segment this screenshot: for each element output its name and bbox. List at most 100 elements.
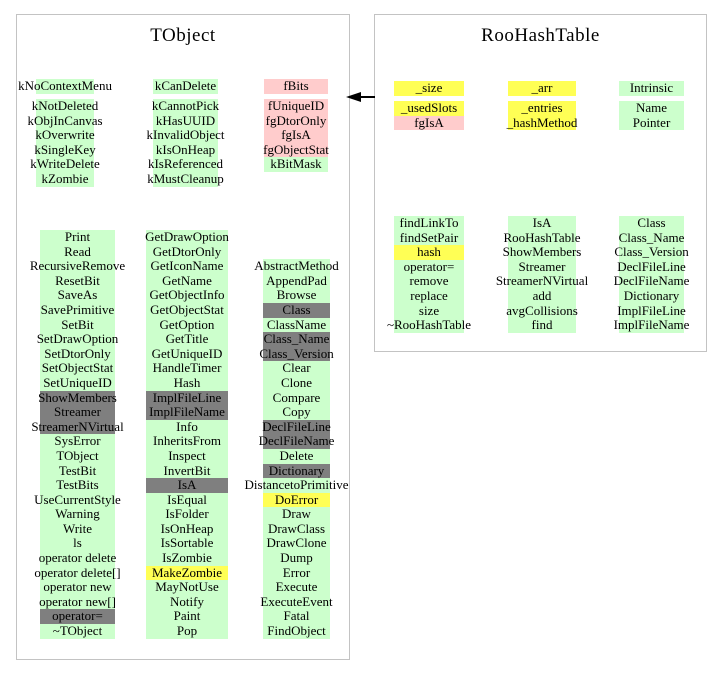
member-cell[interactable]: StreamerNVirtual	[496, 274, 588, 289]
member-cell[interactable]: kCanDelete	[153, 78, 218, 94]
member-cell[interactable]: ImplFileName	[146, 405, 228, 420]
member-cell[interactable]: kIsOnHeap	[153, 142, 218, 158]
member-cell[interactable]: operator delete	[39, 550, 116, 566]
member-cell[interactable]: kNotDeleted	[32, 98, 98, 114]
member-cell[interactable]: DeclFileName	[614, 274, 689, 289]
member-cell[interactable]: kWriteDelete	[30, 157, 100, 173]
member-cell[interactable]: kOverwrite	[35, 128, 95, 143]
member-cell[interactable]: _arr	[508, 80, 576, 96]
member-cell[interactable]: Class_Name	[619, 230, 684, 246]
member-cell[interactable]: add	[508, 288, 576, 304]
member-cell[interactable]: Print	[40, 229, 115, 245]
member-cell[interactable]: kSingleKey	[34, 142, 96, 158]
member-cell[interactable]: Draw	[263, 507, 330, 522]
member-cell[interactable]: SysError	[40, 434, 115, 449]
member-cell[interactable]: _usedSlots	[394, 100, 464, 116]
member-cell[interactable]: GetName	[146, 273, 228, 289]
member-cell[interactable]: ImplFileName	[614, 318, 689, 333]
member-cell[interactable]: SavePrimitive	[40, 302, 115, 318]
member-cell[interactable]: Notify	[146, 594, 228, 610]
member-cell[interactable]: operator new[]	[39, 594, 116, 610]
member-cell[interactable]: SetBit	[40, 317, 115, 333]
member-cell[interactable]: Error	[263, 565, 330, 581]
member-cell[interactable]: ShowMembers	[503, 245, 581, 260]
member-cell[interactable]: Inspect	[146, 448, 228, 464]
member-cell[interactable]: Streamer	[40, 405, 115, 420]
member-cell[interactable]: SetDtorOnly	[40, 346, 115, 362]
member-cell[interactable]: SaveAs	[40, 288, 115, 303]
member-cell[interactable]: TestBit	[40, 463, 115, 479]
member-cell[interactable]: IsA	[146, 477, 228, 493]
member-cell[interactable]: kInvalidObject	[147, 128, 225, 143]
member-cell[interactable]: Browse	[263, 288, 330, 303]
member-cell[interactable]: SetUniqueID	[40, 375, 115, 391]
member-cell[interactable]: Pointer	[619, 115, 684, 131]
member-cell[interactable]: Write	[40, 521, 115, 537]
member-cell[interactable]: SetObjectStat	[40, 361, 115, 376]
member-cell[interactable]: Intrinsic	[619, 80, 684, 96]
member-cell[interactable]: IsEqual	[146, 492, 228, 508]
member-cell[interactable]: UseCurrentStyle	[34, 492, 121, 508]
member-cell[interactable]: ResetBit	[40, 273, 115, 289]
member-cell[interactable]: _size	[394, 80, 464, 96]
member-cell[interactable]: Dictionary	[619, 288, 684, 304]
member-cell[interactable]: kCannotPick	[152, 98, 219, 114]
member-cell[interactable]: IsFolder	[146, 507, 228, 522]
member-cell[interactable]: ClassName	[263, 317, 330, 333]
member-cell[interactable]: Delete	[263, 448, 330, 464]
member-cell[interactable]: findSetPair	[394, 230, 464, 246]
member-cell[interactable]: operator=	[394, 259, 464, 275]
member-cell[interactable]: TestBits	[40, 477, 115, 493]
member-cell[interactable]: Fatal	[263, 609, 330, 625]
member-cell[interactable]: DeclFileLine	[262, 419, 331, 435]
member-cell[interactable]: kNoContextMenu	[18, 78, 112, 94]
member-cell[interactable]: Class_Version	[259, 346, 334, 362]
member-cell[interactable]: IsSortable	[146, 536, 228, 552]
member-cell[interactable]: DrawClone	[263, 536, 330, 552]
member-cell[interactable]: _hashMethod	[507, 115, 577, 131]
member-cell[interactable]: InvertBit	[146, 463, 228, 479]
member-cell[interactable]: GetDrawOption	[145, 229, 229, 245]
member-cell[interactable]: MakeZombie	[146, 565, 228, 581]
member-cell[interactable]: ImplFileLine	[146, 390, 228, 406]
member-cell[interactable]: Clear	[263, 361, 330, 376]
member-cell[interactable]: kZombie	[36, 171, 94, 187]
member-cell[interactable]: RecursiveRemove	[30, 259, 125, 274]
member-cell[interactable]: Name	[619, 100, 684, 116]
member-cell[interactable]: _entries	[508, 100, 576, 116]
class-title-roohashtable[interactable]: RooHashTable	[481, 25, 600, 46]
member-cell[interactable]: AbstractMethod	[254, 259, 339, 274]
member-cell[interactable]: fUniqueID	[264, 98, 328, 114]
class-title-tobject[interactable]: TObject	[150, 25, 216, 46]
member-cell[interactable]: GetTitle	[146, 332, 228, 347]
member-cell[interactable]: FindObject	[263, 623, 330, 639]
member-cell[interactable]: Paint	[146, 609, 228, 625]
member-cell[interactable]: IsZombie	[146, 550, 228, 566]
member-cell[interactable]: Class	[263, 302, 330, 318]
member-cell[interactable]: SetDrawOption	[37, 332, 118, 347]
member-cell[interactable]: Hash	[146, 375, 228, 391]
member-cell[interactable]: operator=	[40, 609, 115, 625]
member-cell[interactable]: IsA	[508, 215, 576, 231]
member-cell[interactable]: InheritsFrom	[146, 434, 228, 449]
member-cell[interactable]: ExecuteEvent	[260, 594, 333, 610]
member-cell[interactable]: Dictionary	[263, 463, 330, 479]
member-cell[interactable]: hash	[394, 245, 464, 260]
member-cell[interactable]: GetOption	[146, 317, 228, 333]
member-cell[interactable]: replace	[394, 288, 464, 304]
member-cell[interactable]: avgCollisions	[506, 303, 578, 319]
member-cell[interactable]: DrawClass	[263, 521, 330, 537]
member-cell[interactable]: Dump	[263, 550, 330, 566]
member-cell[interactable]: remove	[394, 274, 464, 289]
member-cell[interactable]: HandleTimer	[146, 361, 228, 376]
member-cell[interactable]: IsOnHeap	[146, 521, 228, 537]
member-cell[interactable]: kIsReferenced	[148, 157, 223, 173]
member-cell[interactable]: find	[508, 318, 576, 333]
member-cell[interactable]: ~RooHashTable	[387, 318, 471, 333]
member-cell[interactable]: GetObjectStat	[146, 302, 228, 318]
member-cell[interactable]: ls	[40, 536, 115, 552]
member-cell[interactable]: kHasUUID	[153, 113, 218, 129]
member-cell[interactable]: Execute	[263, 580, 330, 595]
member-cell[interactable]: Streamer	[508, 259, 576, 275]
member-cell[interactable]: Clone	[263, 375, 330, 391]
